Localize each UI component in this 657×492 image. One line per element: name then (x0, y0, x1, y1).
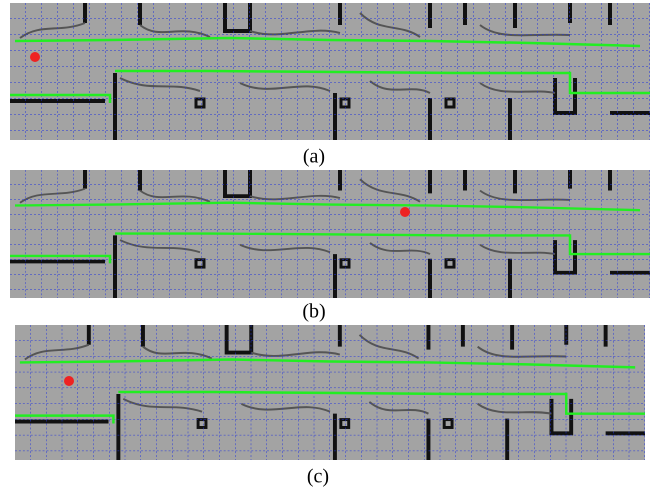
panel-a: (a) (10, 3, 650, 168)
caption: (b) (302, 301, 325, 323)
caption: (c) (307, 466, 329, 488)
panel-c: (c) (15, 325, 645, 488)
panel-b: (b) (10, 170, 650, 323)
caption: (a) (303, 146, 325, 168)
